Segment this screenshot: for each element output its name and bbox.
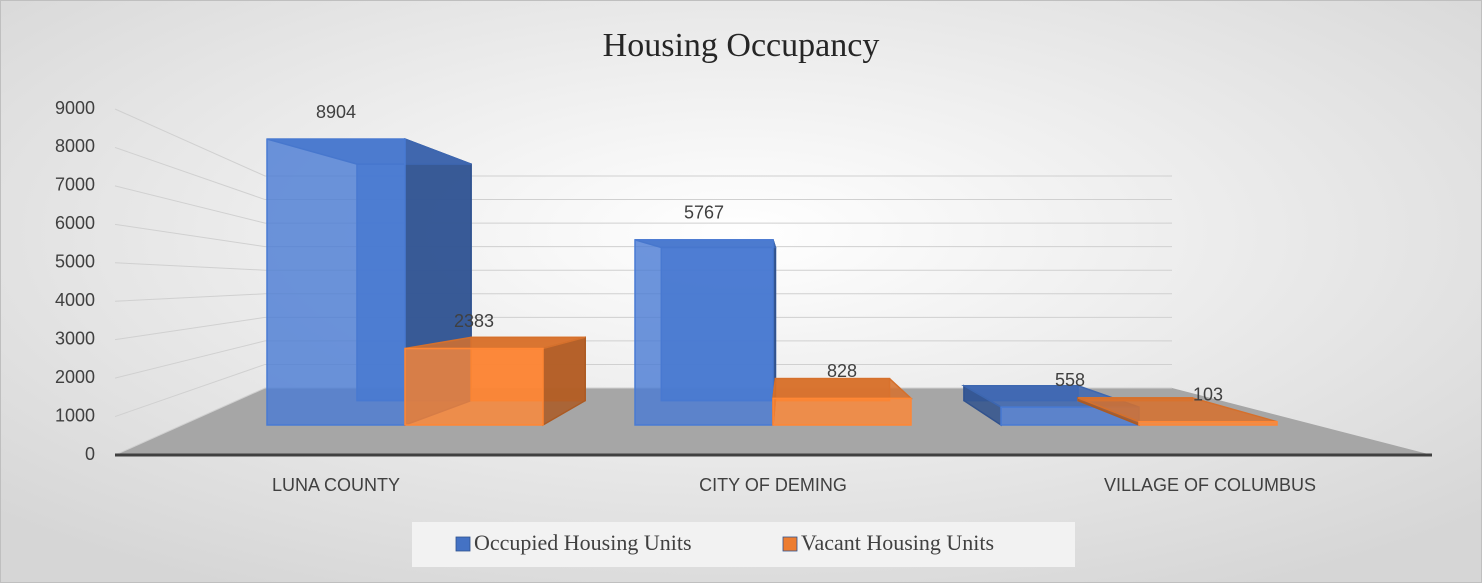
grid-line — [114, 146, 1172, 201]
y-tick-label: 0 — [85, 444, 95, 464]
grid-line — [114, 316, 1172, 341]
grid-line — [114, 108, 1172, 177]
y-tick-label: 9000 — [55, 98, 95, 118]
bar — [634, 239, 777, 426]
legend-swatch — [782, 536, 798, 552]
y-tick-label: 1000 — [55, 405, 95, 425]
data-label: 828 — [827, 361, 857, 381]
bar-front — [266, 138, 406, 426]
grid-line — [114, 223, 1172, 248]
bar-top — [772, 377, 913, 400]
bar-front — [404, 347, 544, 426]
y-tick-label: 7000 — [55, 175, 95, 195]
bar-front — [1138, 420, 1278, 426]
y-tick-label: 5000 — [55, 252, 95, 272]
grid-line — [114, 363, 1172, 418]
y-tick-label: 3000 — [55, 328, 95, 348]
grid-line — [114, 262, 1172, 271]
bar — [404, 336, 586, 427]
bar — [1077, 396, 1278, 427]
y-tick-label: 2000 — [55, 367, 95, 387]
chart-title: Housing Occupancy — [603, 27, 880, 64]
legend-label: Vacant Housing Units — [801, 530, 994, 555]
data-label: 5767 — [684, 203, 724, 223]
legend-swatch — [455, 536, 471, 552]
legend-box — [412, 522, 1075, 567]
data-label: 558 — [1055, 370, 1085, 390]
x-tick-label: VILLAGE OF COLUMBUS — [1104, 475, 1316, 495]
y-tick-label: 4000 — [55, 290, 95, 310]
y-tick-label: 6000 — [55, 213, 95, 233]
x-tick-label: LUNA COUNTY — [272, 475, 400, 495]
data-label: 103 — [1193, 384, 1223, 404]
data-label: 8904 — [316, 102, 356, 122]
bar-front — [772, 397, 912, 426]
data-label: 2383 — [454, 311, 494, 331]
x-tick-label: CITY OF DEMING — [699, 475, 847, 495]
y-tick-label: 8000 — [55, 136, 95, 156]
grid-line — [114, 340, 1172, 379]
grid-line — [114, 185, 1172, 224]
bar-front — [634, 239, 774, 426]
legend-label: Occupied Housing Units — [474, 530, 692, 555]
grid-line — [114, 293, 1172, 302]
bar — [772, 377, 913, 426]
